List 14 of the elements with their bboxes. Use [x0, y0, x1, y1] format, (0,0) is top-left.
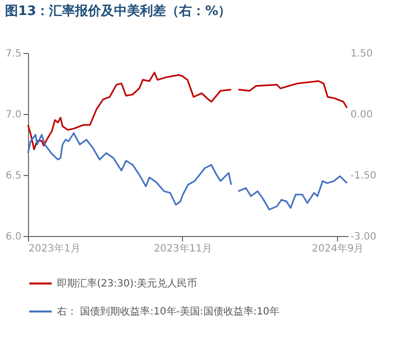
- chart-title: 图13：汇率报价及中美利差（右：%）: [5, 3, 232, 19]
- y-tick-label: 7.0: [6, 110, 22, 120]
- y2-tick-label: 0.00: [350, 110, 373, 120]
- x-tick-label: 2023年1月: [28, 242, 80, 254]
- x-tick-label: 2024年9月: [312, 242, 364, 254]
- x-tick-label: 2023年11月: [154, 242, 212, 254]
- legend-label: 即期汇率(23:30):美元兑人民币: [57, 278, 197, 290]
- y-tick-label: 6.5: [6, 170, 22, 182]
- legend-label: 右： 国债到期收益率:10年-美国:国债收益率:10年: [57, 306, 280, 318]
- y2-tick-label: -3.00: [350, 232, 376, 242]
- y2-tick-label: -1.50: [350, 170, 376, 182]
- y-tick-label: 7.5: [6, 48, 22, 60]
- y-tick-label: 6.0: [6, 232, 22, 242]
- y2-tick-label: 1.50: [350, 48, 373, 60]
